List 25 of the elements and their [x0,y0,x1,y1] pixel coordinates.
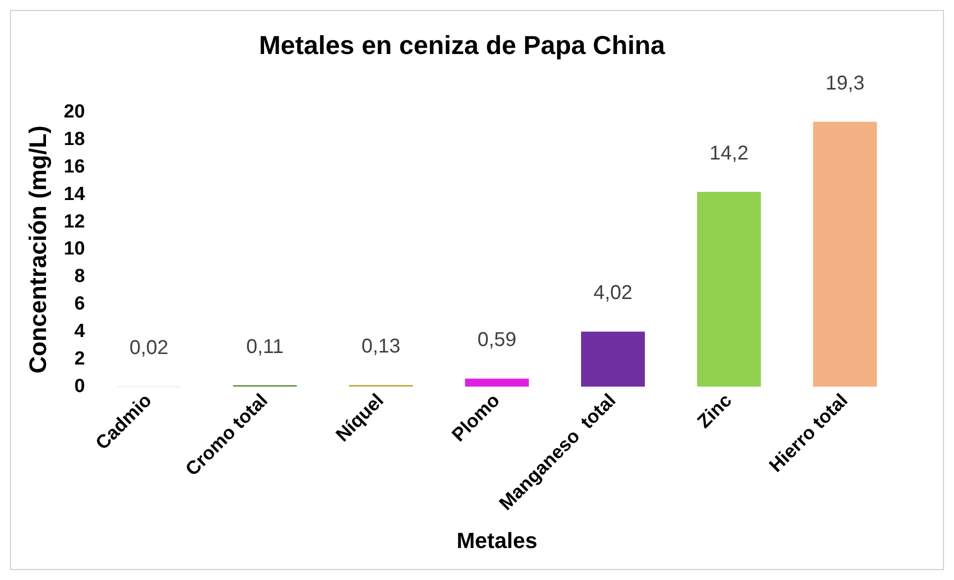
y-tick-label: 18 [64,128,85,150]
y-axis-title: Concentración (mg/L) [25,125,52,374]
y-tick-label: 0 [74,376,85,397]
data-label: 0,11 [246,336,284,358]
x-axis-title: Metales [456,528,538,553]
data-label: 19,3 [826,72,864,94]
bar [581,332,645,387]
data-label: 14,2 [710,142,748,164]
data-label: 0,02 [129,336,168,359]
y-tick-label: 20 [64,101,85,122]
chart-title: Metales en ceniza de Papa China [258,30,666,60]
y-tick-label: 4 [74,321,86,342]
y-tick-label: 8 [74,266,85,288]
bar [813,122,877,387]
y-tick-label: 12 [64,211,85,232]
y-tick-label: 14 [64,184,86,205]
y-tick-label: 16 [64,156,85,178]
bar [465,378,529,387]
bar [697,192,761,387]
data-label: 0,59 [478,329,516,352]
y-tick-label: 2 [74,348,85,370]
data-label: 4,02 [594,282,632,304]
y-tick-label: 6 [74,294,85,315]
data-label: 0,13 [361,335,400,358]
y-tick-label: 10 [64,238,85,260]
